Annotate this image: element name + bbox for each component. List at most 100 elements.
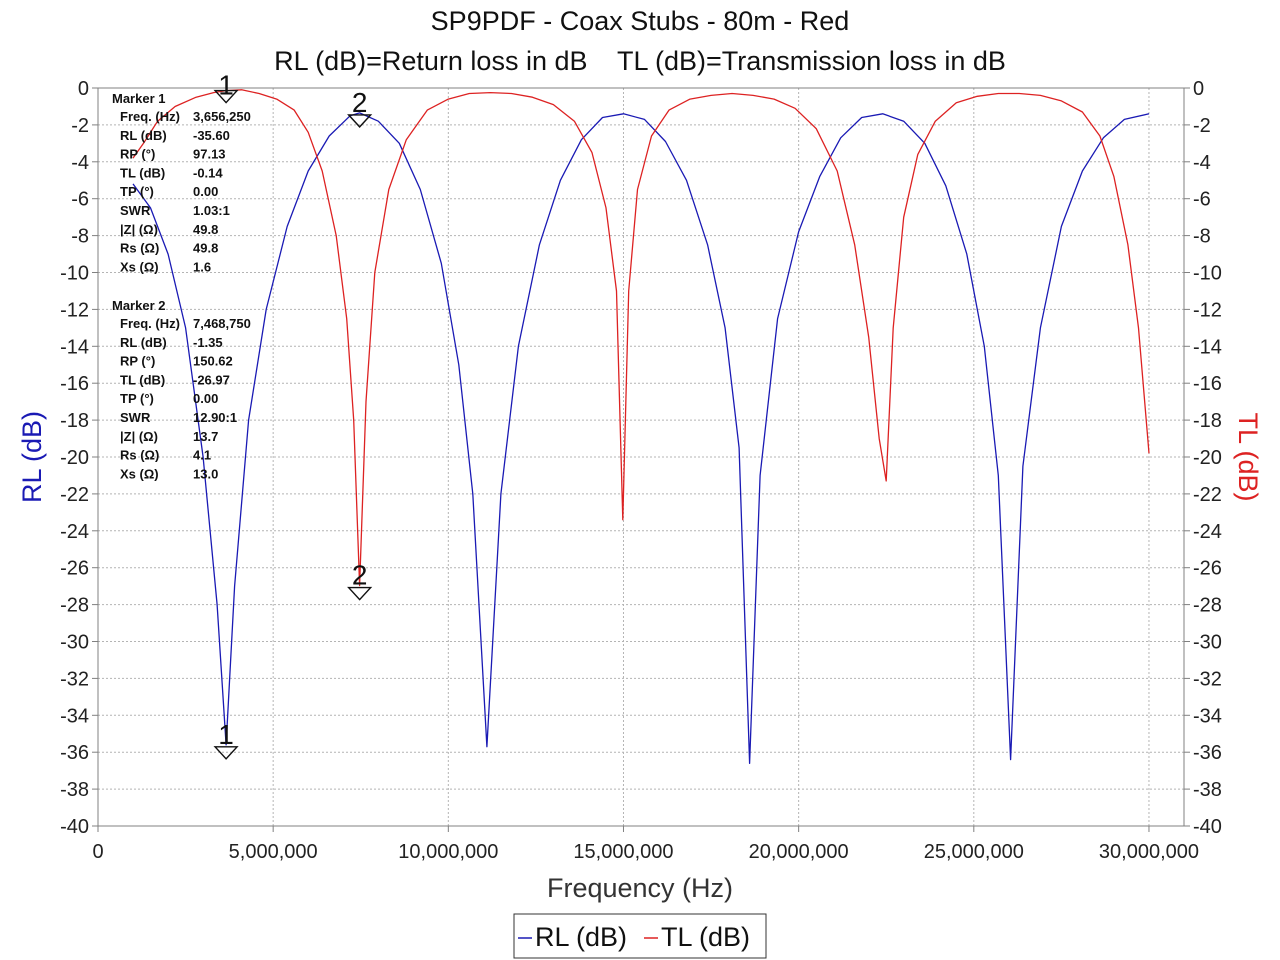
marker-1-row-value: 49.8 — [193, 222, 218, 237]
marker-1-row-label: RL (dB) — [120, 128, 167, 143]
right-y-axis-ticks: 0 -2 -4 -6 -8 -10 -12 -14 -16 -18 -20 -22 -24 -26 -28 -… — [1184, 78, 1222, 838]
marker-2-row-value: -1.35 — [193, 335, 223, 350]
right-y-tick-label: -2 — [1193, 115, 1211, 137]
chart-title: SP9PDF - Coax Stubs - 80m - Red — [431, 6, 850, 36]
marker-1-row-value: 1.6 — [193, 259, 211, 274]
marker-1-row-value: 3,656,250 — [193, 109, 251, 124]
left-y-tick-label: -38 — [60, 779, 89, 801]
marker-1-row-value: -0.14 — [193, 165, 223, 180]
marker-2-row-value: -26.97 — [193, 372, 230, 387]
marker-2-title: Marker 2 — [112, 298, 165, 313]
right-y-tick-label: -28 — [1193, 595, 1222, 617]
left-y-axis-ticks: 0 -2 -4 -6 -8 -10 -12 -14 -16 -18 -20 -22 -24 -26 -28 -… — [60, 78, 98, 838]
left-y-tick-label: -2 — [71, 115, 89, 137]
x-tick-label: 30,000,000 — [1099, 841, 1199, 863]
right-y-tick-label: -24 — [1193, 521, 1222, 543]
marker-1-row-value: 1.03:1 — [193, 203, 230, 218]
marker-1-row-value: 97.13 — [193, 147, 226, 162]
right-y-tick-label: -12 — [1193, 299, 1222, 321]
marker-1-rl-indicator[interactable] — [213, 746, 239, 760]
left-y-tick-label: -14 — [60, 336, 89, 358]
left-y-tick-label: -40 — [60, 816, 89, 838]
right-y-tick-label: -8 — [1193, 226, 1211, 248]
right-y-tick-label: -14 — [1193, 336, 1222, 358]
x-axis-ticks: 0 5,000,000 10,000,000 15,000,000 20,000,000… — [92, 826, 1199, 863]
marker-1-row-value: -35.60 — [193, 128, 230, 143]
x-tick-label: 15,000,000 — [573, 841, 673, 863]
marker-1-number: 1 — [218, 70, 234, 101]
right-y-tick-label: -26 — [1193, 558, 1222, 580]
left-y-tick-label: -32 — [60, 668, 89, 690]
right-y-tick-label: -22 — [1193, 484, 1222, 506]
x-tick-label: 20,000,000 — [749, 841, 849, 863]
right-y-tick-label: -10 — [1193, 263, 1222, 285]
marker-2-row-label: Freq. (Hz) — [120, 316, 180, 331]
x-tick-label: 25,000,000 — [924, 841, 1024, 863]
left-y-tick-label: 0 — [78, 78, 89, 100]
chart-subtitle: RL (dB)=Return loss in dB TL (dB)=Transm… — [274, 46, 1006, 76]
marker-1-title: Marker 1 — [112, 91, 165, 106]
marker-2-number: 2 — [352, 560, 368, 591]
legend: RL (dB) TL (dB) — [513, 913, 767, 959]
left-y-tick-label: -10 — [60, 263, 89, 285]
marker-2-row-value: 4.1 — [193, 448, 211, 463]
x-tick-label: 10,000,000 — [398, 841, 498, 863]
left-y-tick-label: -36 — [60, 742, 89, 764]
marker-2-row-label: Xs (Ω) — [120, 466, 159, 481]
marker-1-row-label: |Z| (Ω) — [120, 222, 158, 237]
marker-2-row-value: 12.90:1 — [193, 410, 237, 425]
right-y-tick-label: -36 — [1193, 742, 1222, 764]
marker-1-row-label: Xs (Ω) — [120, 259, 159, 274]
marker-1-row-value: 49.8 — [193, 241, 218, 256]
right-y-tick-label: -20 — [1193, 447, 1222, 469]
marker-2-rl-indicator[interactable] — [347, 114, 373, 128]
right-y-tick-label: -30 — [1193, 632, 1222, 654]
marker-info-panel: Marker 1 Freq. (Hz) 3,656,250 RL (dB) -35.60… — [112, 91, 251, 481]
marker-2-row-value: 13.7 — [193, 429, 218, 444]
left-y-tick-label: -20 — [60, 447, 89, 469]
left-y-tick-label: -6 — [71, 189, 89, 211]
series-line-rl — [132, 112, 1150, 764]
marker-2-tl-indicator[interactable] — [347, 586, 373, 601]
marker-1-tl-indicator[interactable] — [213, 89, 239, 104]
series-layer — [132, 89, 1150, 764]
marker-1-row-label: TL (dB) — [120, 165, 165, 180]
x-tick-label: 0 — [92, 841, 103, 863]
x-tick-label: 5,000,000 — [229, 841, 318, 863]
right-y-tick-label: -40 — [1193, 816, 1222, 838]
marker-2-row-label: RL (dB) — [120, 335, 167, 350]
left-y-tick-label: -26 — [60, 558, 89, 580]
left-y-tick-label: -34 — [60, 705, 89, 727]
marker-1-row-label: TP (°) — [120, 184, 154, 199]
right-y-tick-label: -38 — [1193, 779, 1222, 801]
marker-1-row-label: Freq. (Hz) — [120, 109, 180, 124]
marker-2-row-label: |Z| (Ω) — [120, 429, 158, 444]
left-y-tick-label: -12 — [60, 299, 89, 321]
left-y-tick-label: -30 — [60, 632, 89, 654]
grid-lines — [98, 88, 1184, 826]
marker-2-row-label: TL (dB) — [120, 372, 165, 387]
legend-label-rl: RL (dB) — [535, 922, 627, 952]
marker-2-number: 2 — [352, 87, 368, 118]
marker-2-row-value: 150.62 — [193, 354, 233, 369]
left-y-tick-label: -24 — [60, 521, 89, 543]
legend-label-tl: TL (dB) — [661, 922, 750, 952]
left-y-tick-label: -28 — [60, 595, 89, 617]
series-line-tl — [132, 89, 1150, 587]
right-y-tick-label: -34 — [1193, 705, 1222, 727]
marker-1-row-label: RP (°) — [120, 147, 155, 162]
marker-1-number: 1 — [218, 719, 234, 750]
right-y-tick-label: 0 — [1193, 78, 1204, 100]
marker-2-row-value: 7,468,750 — [193, 316, 251, 331]
right-y-tick-label: -18 — [1193, 410, 1222, 432]
left-y-axis-label: RL (dB) — [17, 411, 47, 503]
marker-2-row-value: 0.00 — [193, 391, 218, 406]
marker-2-row-label: SWR — [120, 410, 151, 425]
left-y-tick-label: -22 — [60, 484, 89, 506]
marker-2-row-value: 13.0 — [193, 466, 218, 481]
x-axis-label: Frequency (Hz) — [547, 873, 733, 903]
right-y-axis-label: TL (dB) — [1233, 412, 1263, 501]
right-y-tick-label: -16 — [1193, 373, 1222, 395]
left-y-tick-label: -4 — [71, 152, 89, 174]
